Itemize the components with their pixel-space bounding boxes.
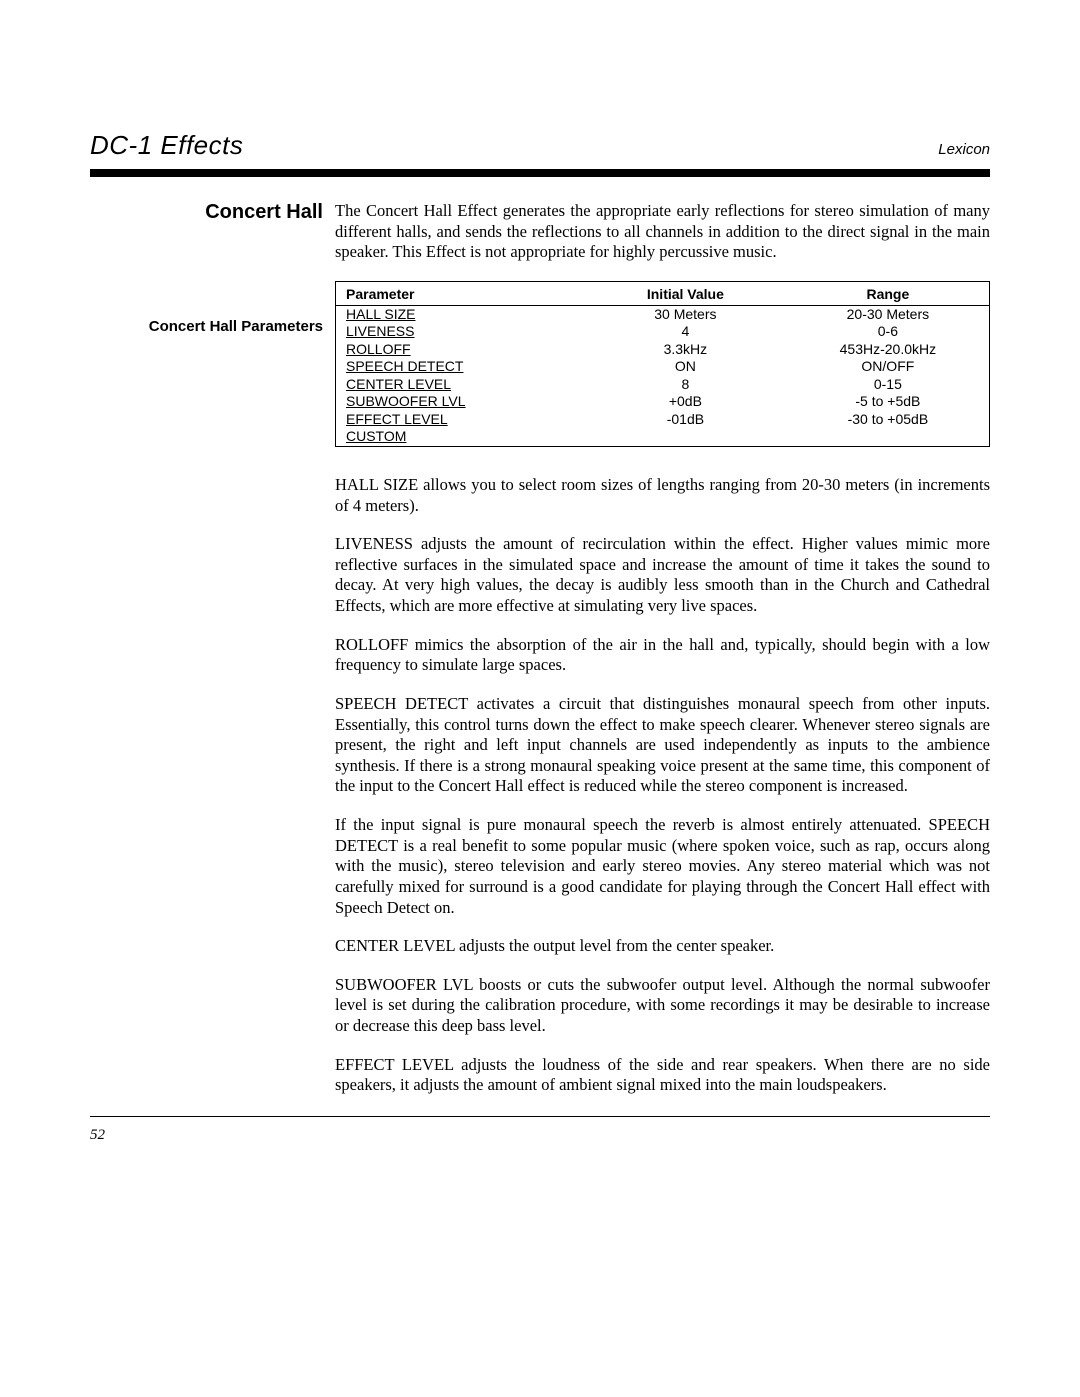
cell-range: 0-6 [787,323,990,341]
cell-initial-value: 3.3kHz [584,341,787,359]
brand-label: Lexicon [938,141,990,158]
cell-range: 0-15 [787,376,990,394]
para-speech-2: If the input signal is pure monaural spe… [335,815,990,918]
para-center: CENTER LEVEL adjusts the output level fr… [335,936,990,957]
cell-initial-value: ON [584,358,787,376]
table-row: SUBWOOFER LVL+0dB-5 to +5dB [336,393,990,411]
para-subwoofer: SUBWOOFER LVL boosts or cuts the subwoof… [335,975,990,1037]
cell-range [787,428,990,446]
cell-parameter: LIVENESS [336,323,585,341]
cell-initial-value: +0dB [584,393,787,411]
table-row: SPEECH DETECTONON/OFF [336,358,990,376]
cell-initial-value: -01dB [584,411,787,429]
para-hall-size: HALL SIZE allows you to select room size… [335,475,990,516]
para-rolloff: ROLLOFF mimics the absorption of the air… [335,635,990,676]
table-row: ROLLOFF3.3kHz453Hz-20.0kHz [336,341,990,359]
table-subheading: Concert Hall Parameters [90,318,323,335]
para-liveness: LIVENESS adjusts the amount of recircula… [335,534,990,617]
cell-parameter: SUBWOOFER LVL [336,393,585,411]
header-rule [90,169,990,177]
cell-range: 20-30 Meters [787,305,990,323]
cell-parameter: HALL SIZE [336,305,585,323]
para-effect: EFFECT LEVEL adjusts the loudness of the… [335,1055,990,1096]
right-column: The Concert Hall Effect generates the ap… [335,201,990,1104]
document-title: DC-1 Effects [90,130,243,161]
table-row: CUSTOM [336,428,990,446]
table-row: LIVENESS40-6 [336,323,990,341]
cell-parameter: EFFECT LEVEL [336,411,585,429]
para-speech-1: SPEECH DETECT activates a circuit that d… [335,694,990,797]
page-header: DC-1 Effects Lexicon [90,130,990,161]
table-row: CENTER LEVEL80-15 [336,376,990,394]
cell-parameter: ROLLOFF [336,341,585,359]
cell-initial-value: 30 Meters [584,305,787,323]
left-column: Concert Hall Concert Hall Parameters [90,201,335,1104]
table-row: HALL SIZE30 Meters20-30 Meters [336,305,990,323]
table-row: EFFECT LEVEL-01dB-30 to +05dB [336,411,990,429]
cell-initial-value [584,428,787,446]
content-area: Concert Hall Concert Hall Parameters The… [90,201,990,1104]
cell-parameter: SPEECH DETECT [336,358,585,376]
cell-parameter: CENTER LEVEL [336,376,585,394]
cell-range: -30 to +05dB [787,411,990,429]
cell-range: -5 to +5dB [787,393,990,411]
cell-range: ON/OFF [787,358,990,376]
section-heading: Concert Hall [90,201,323,224]
cell-initial-value: 4 [584,323,787,341]
col-range: Range [787,281,990,305]
col-parameter: Parameter [336,281,585,305]
cell-range: 453Hz-20.0kHz [787,341,990,359]
footer-rule [90,1116,990,1117]
table-header-row: Parameter Initial Value Range [336,281,990,305]
cell-initial-value: 8 [584,376,787,394]
page: DC-1 Effects Lexicon Concert Hall Concer… [0,0,1080,1397]
page-number: 52 [90,1127,990,1144]
parameters-table: Parameter Initial Value Range HALL SIZE3… [335,281,990,447]
col-initial-value: Initial Value [584,281,787,305]
intro-paragraph: The Concert Hall Effect generates the ap… [335,201,990,263]
spacer [90,230,323,318]
cell-parameter: CUSTOM [336,428,585,446]
